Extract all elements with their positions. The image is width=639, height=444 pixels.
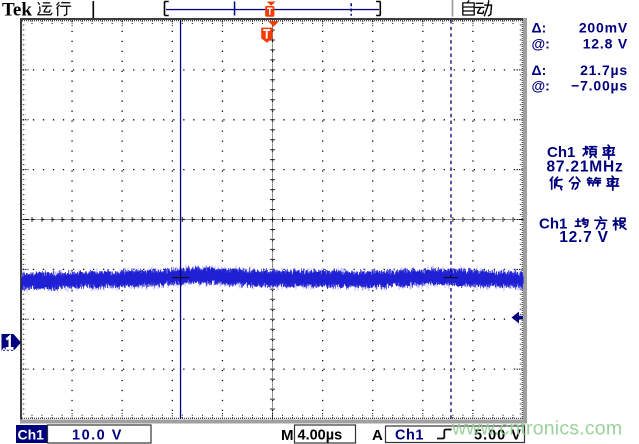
svg-text:Tek: Tek	[2, 0, 32, 21]
svg-text:@:: @:	[532, 78, 550, 94]
svg-text:Δ:: Δ:	[532, 62, 547, 78]
svg-text:Δ:: Δ:	[532, 20, 547, 36]
svg-text:Ch1: Ch1	[395, 428, 424, 444]
svg-text:Ch1: Ch1	[539, 216, 567, 233]
svg-text:www.cntronics.com: www.cntronics.com	[451, 418, 622, 440]
svg-text:21.7µs: 21.7µs	[580, 62, 628, 78]
svg-text:12.8 V: 12.8 V	[583, 36, 628, 52]
svg-text:87.21MHz: 87.21MHz	[546, 159, 623, 176]
svg-text:A: A	[372, 427, 383, 444]
svg-text:Ch1: Ch1	[547, 144, 575, 161]
svg-text:12.7 V: 12.7 V	[559, 229, 609, 246]
svg-text:200mV: 200mV	[579, 20, 628, 36]
svg-text:M: M	[281, 427, 294, 444]
svg-text:Ch1: Ch1	[18, 427, 45, 443]
svg-text:@:: @:	[532, 36, 550, 52]
svg-text:10.0 V: 10.0 V	[72, 428, 123, 444]
svg-text:4.00µs: 4.00µs	[298, 428, 343, 444]
svg-text:−7.00µs: −7.00µs	[571, 78, 628, 94]
svg-text:5.00 V: 5.00 V	[474, 428, 522, 444]
